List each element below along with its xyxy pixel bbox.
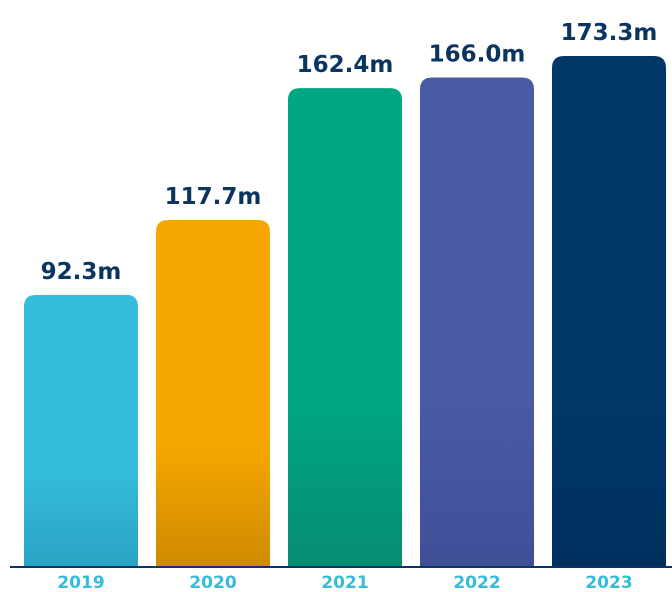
bar-2022 <box>420 77 534 568</box>
bars-layer <box>24 56 666 568</box>
x-tick-label-2019: 2019 <box>57 573 104 592</box>
x-tick-label-2020: 2020 <box>189 573 236 592</box>
value-label-2023: 173.3m <box>561 20 658 46</box>
x-tick-label-2021: 2021 <box>321 573 368 592</box>
value-label-2021: 162.4m <box>297 52 394 78</box>
x-tick-labels-layer: 2019 2020 2021 2022 2023 <box>57 573 632 592</box>
value-label-2019: 92.3m <box>41 259 122 285</box>
value-labels-layer: 92.3m 117.7m 162.4m 166.0m 173.3m <box>41 20 658 285</box>
value-label-2020: 117.7m <box>165 184 262 210</box>
value-label-2022: 166.0m <box>429 42 526 68</box>
bar-2020 <box>156 219 270 567</box>
bar-2021 <box>288 88 402 567</box>
x-tick-label-2023: 2023 <box>585 573 632 592</box>
bar-2023 <box>552 56 666 567</box>
bar-2019 <box>24 294 138 567</box>
x-tick-label-2022: 2022 <box>453 573 500 592</box>
